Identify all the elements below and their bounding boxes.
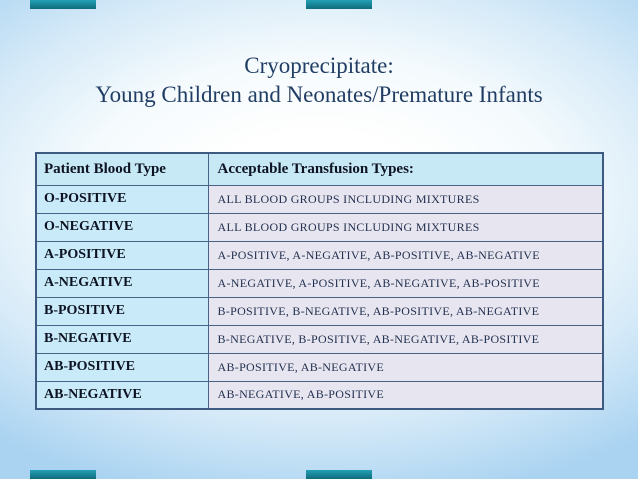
table-row: O-POSITIVE ALL BLOOD GROUPS INCLUDING MI… bbox=[35, 184, 604, 214]
table-row: AB-NEGATIVE AB-NEGATIVE, AB-POSITIVE bbox=[35, 380, 604, 410]
table-row: B-NEGATIVE B-NEGATIVE, B-POSITIVE, AB-NE… bbox=[35, 324, 604, 354]
blood-type-cell: A-POSITIVE bbox=[35, 240, 209, 270]
header-acceptable-transfusion-types: Acceptable Transfusion Types: bbox=[207, 152, 604, 186]
acceptable-types-cell: A-POSITIVE, A-NEGATIVE, AB-POSITIVE, AB-… bbox=[207, 240, 604, 270]
slide-title: Cryoprecipitate: Young Children and Neon… bbox=[0, 51, 638, 109]
table-header-row: Patient Blood Type Acceptable Transfusio… bbox=[35, 152, 604, 186]
blood-type-cell: AB-POSITIVE bbox=[35, 352, 209, 382]
table-row: B-POSITIVE B-POSITIVE, B-NEGATIVE, AB-PO… bbox=[35, 296, 604, 326]
acceptable-types-cell: A-NEGATIVE, A-POSITIVE, AB-NEGATIVE, AB-… bbox=[207, 268, 604, 298]
table-row: AB-POSITIVE AB-POSITIVE, AB-NEGATIVE bbox=[35, 352, 604, 382]
table-row: O-NEGATIVE ALL BLOOD GROUPS INCLUDING MI… bbox=[35, 212, 604, 242]
acceptable-types-cell: ALL BLOOD GROUPS INCLUDING MIXTURES bbox=[207, 184, 604, 214]
blood-type-cell: B-POSITIVE bbox=[35, 296, 209, 326]
accent-bar-bottom-middle bbox=[306, 470, 372, 479]
slide-title-line1: Cryoprecipitate: bbox=[244, 53, 394, 78]
accent-bar-top-left bbox=[30, 0, 96, 9]
blood-type-cell: AB-NEGATIVE bbox=[35, 380, 209, 410]
acceptable-types-cell: AB-POSITIVE, AB-NEGATIVE bbox=[207, 352, 604, 382]
acceptable-types-cell: ALL BLOOD GROUPS INCLUDING MIXTURES bbox=[207, 212, 604, 242]
table-row: A-NEGATIVE A-NEGATIVE, A-POSITIVE, AB-NE… bbox=[35, 268, 604, 298]
acceptable-types-cell: B-NEGATIVE, B-POSITIVE, AB-NEGATIVE, AB-… bbox=[207, 324, 604, 354]
blood-type-cell: B-NEGATIVE bbox=[35, 324, 209, 354]
table-row: A-POSITIVE A-POSITIVE, A-NEGATIVE, AB-PO… bbox=[35, 240, 604, 270]
blood-type-cell: O-POSITIVE bbox=[35, 184, 209, 214]
blood-type-cell: A-NEGATIVE bbox=[35, 268, 209, 298]
acceptable-types-cell: AB-NEGATIVE, AB-POSITIVE bbox=[207, 380, 604, 410]
acceptable-types-cell: B-POSITIVE, B-NEGATIVE, AB-POSITIVE, AB-… bbox=[207, 296, 604, 326]
accent-bar-bottom-left bbox=[30, 470, 96, 479]
blood-type-cell: O-NEGATIVE bbox=[35, 212, 209, 242]
slide-title-line2: Young Children and Neonates/Premature In… bbox=[95, 82, 543, 107]
transfusion-table: Patient Blood Type Acceptable Transfusio… bbox=[35, 152, 604, 410]
header-patient-blood-type: Patient Blood Type bbox=[35, 152, 209, 186]
accent-bar-top-middle bbox=[306, 0, 372, 9]
